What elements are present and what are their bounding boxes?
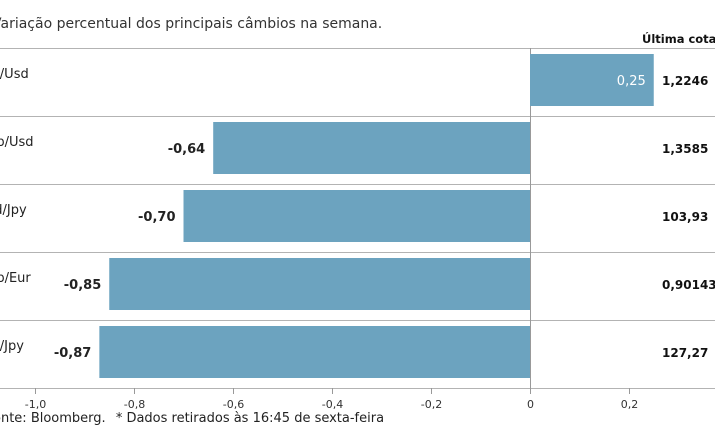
- source-note: Fonte: Bloomberg. * Dados retirados às 1…: [0, 411, 390, 426]
- category-label: Gbp/Eur: [0, 271, 31, 286]
- source-text: Fonte: Bloomberg.: [0, 411, 106, 426]
- bar-value-label: -0,85: [64, 278, 101, 293]
- bar-chart: Eur/Usd 0,25 1,2246 Gbp/Usd -0,64 1,3585 Usd/J…: [0, 48, 715, 410]
- bar-eur-jpy: [99, 326, 530, 378]
- category-label: Usd/Jpy: [0, 203, 27, 218]
- bar-value-label: -0,70: [138, 210, 175, 225]
- category-label: Eur/Usd: [0, 67, 29, 82]
- last-quote-header: Última cotação*: [642, 32, 715, 46]
- bar-eur-usd: [530, 54, 654, 106]
- bar-value-label: -0,87: [54, 346, 91, 361]
- last-quote-value: 1,3585: [662, 142, 708, 156]
- x-tick-label: -0,2: [421, 398, 442, 410]
- bar-gbp-eur: [109, 258, 530, 310]
- source-footnote: * Dados retirados às 16:45 de sexta-feir…: [115, 411, 385, 426]
- x-tick-label: 0,2: [621, 398, 639, 410]
- last-quote-value: 103,93: [662, 210, 708, 224]
- x-tick-label: -1,0: [25, 398, 46, 410]
- x-tick-label: -0,4: [322, 398, 343, 410]
- last-quote-value: 127,27: [662, 346, 708, 360]
- bar-value-label: -0,64: [168, 142, 205, 157]
- x-tick-label: 0: [527, 398, 534, 410]
- bar-usd-jpy: [183, 190, 530, 242]
- category-label: Eur/Jpy: [0, 339, 24, 354]
- bar-value-label: 0,25: [617, 74, 646, 89]
- last-quote-value: 0,90143: [662, 278, 715, 292]
- last-quote-value: 1,2246: [662, 74, 708, 88]
- bar-gbp-usd: [213, 122, 530, 174]
- category-label: Gbp/Usd: [0, 135, 34, 150]
- x-tick-label: -0,8: [124, 398, 145, 410]
- chart-subtitle: Variação percentual dos principais câmbi…: [0, 16, 383, 32]
- x-tick-label: -0,6: [223, 398, 244, 410]
